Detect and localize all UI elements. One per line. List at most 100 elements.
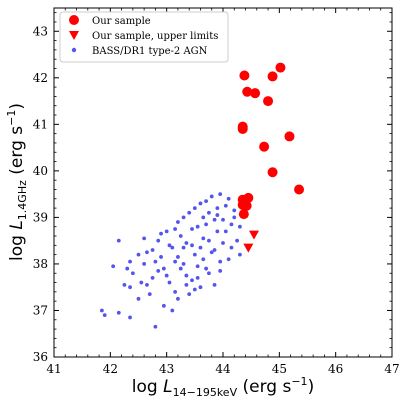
data-point-bass [212,248,217,252]
data-point-bass [232,215,237,220]
data-point-bass [178,266,183,271]
data-point-bass [136,296,141,301]
data-point-bass [145,282,149,287]
data-point-upper-limit [248,230,259,240]
data-point-bass [190,227,194,231]
data-point-bass [170,245,175,250]
x-tick-label: 42 [103,362,118,376]
data-point-bass [142,236,147,241]
data-point-bass [204,199,209,204]
data-point-bass [111,264,116,269]
data-point-bass [130,271,135,276]
data-point-bass [209,250,214,255]
data-point-bass [187,210,192,215]
y-tick-label: 41 [33,117,48,131]
data-point-our-sample [259,141,270,152]
legend: Our sample Our sample, upper limits BASS… [59,11,229,63]
data-point-our-sample [267,167,278,178]
data-point-bass [125,266,130,271]
data-point-bass [204,222,209,227]
data-point-bass [147,292,152,297]
data-point-bass [215,213,220,217]
legend-box [59,11,229,63]
data-point-bass [170,308,175,313]
data-point-bass [153,259,158,264]
x-tick-label: 45 [272,362,287,376]
data-point-bass [195,275,200,280]
data-point-bass [207,238,211,243]
data-point-bass [207,271,211,276]
data-point-our-sample [239,70,250,81]
y-tick-label: 42 [33,71,48,85]
y-tick-label: 36 [33,350,48,364]
y-tick-label: 39 [33,210,48,224]
data-point-bass [159,255,163,259]
legend-label-bass: BASS/DR1 type-2 AGN [92,46,208,57]
y-tick-label: 37 [33,303,48,317]
data-point-bass [235,238,239,243]
data-point-bass [181,245,186,250]
data-point-bass [229,222,234,227]
data-point-upper-limit [243,243,254,253]
data-point-our-sample [242,86,253,97]
data-point-bass [173,227,178,231]
data-point-bass [122,282,127,287]
data-point-bass [238,224,242,229]
data-point-bass [128,285,132,290]
data-point-bass [156,269,161,273]
data-point-bass [178,234,183,238]
data-point-bass [181,215,186,220]
data-point-bass [128,315,132,320]
data-point-bass [156,238,161,243]
data-point-bass [167,280,172,285]
data-point-bass [176,220,180,224]
data-point-bass [173,289,178,294]
data-point-bass [116,310,121,315]
data-point-bass [204,266,209,271]
data-point-bass [192,252,197,257]
data-point-bass [102,313,107,318]
data-point-bass [215,206,220,210]
data-point-bass [223,229,228,234]
data-point-bass [139,280,144,285]
data-point-bass [145,250,149,255]
data-point-bass [150,275,155,280]
data-point-bass [238,252,242,257]
data-point-bass [159,231,163,236]
legend-marker-our-sample [69,15,79,25]
data-point-bass [212,282,217,287]
data-point-bass [212,217,217,222]
data-point-bass [218,269,223,273]
data-point-bass [221,217,225,222]
data-point-bass [207,210,211,215]
data-point-our-sample [263,96,274,107]
data-point-bass [161,303,166,308]
data-point-bass [218,259,223,264]
data-point-our-sample [241,200,252,211]
data-point-bass [176,296,180,301]
data-point-bass [164,273,169,278]
data-point-bass [181,262,186,266]
data-point-bass [116,238,121,243]
plot-points [99,62,305,329]
x-tick-label: 41 [46,362,61,376]
data-point-bass [173,259,178,264]
data-point-bass [190,243,194,248]
data-point-bass [201,236,206,241]
data-point-bass [198,285,203,290]
legend-label-our-sample: Our sample [92,16,151,27]
data-point-our-sample [275,62,286,73]
data-point-bass [184,282,189,287]
data-point-bass [198,201,203,206]
data-point-bass [223,203,228,208]
data-point-bass [229,245,234,250]
y-tick-label: 40 [33,164,48,178]
legend-label-upper-limits: Our sample, upper limits [92,31,218,42]
data-point-bass [192,206,197,210]
x-tick-label: 46 [328,362,343,376]
data-point-bass [232,208,237,213]
data-point-our-sample [294,184,305,195]
data-point-bass [150,248,155,252]
